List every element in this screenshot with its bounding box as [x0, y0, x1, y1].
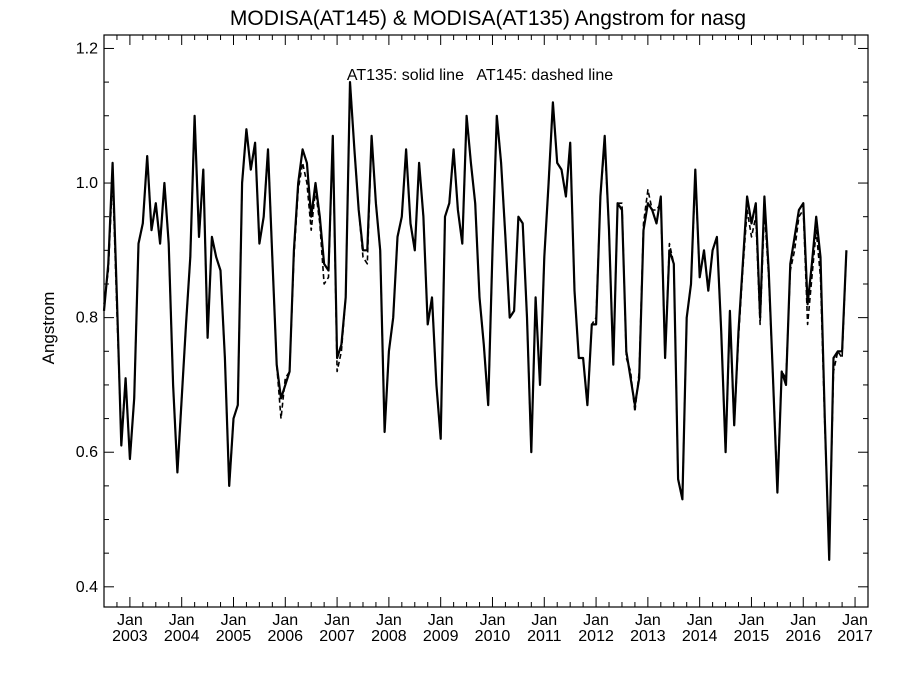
y-tick-label: 1.2 — [76, 40, 98, 57]
x-tick-month-label: Jan — [272, 612, 298, 629]
x-tick-year-label: 2013 — [630, 628, 666, 645]
series-line-at145 — [103, 81, 848, 555]
y-tick-label: 1.0 — [76, 175, 98, 192]
x-tick-month-label: Jan — [428, 612, 454, 629]
x-tick-month-label: Jan — [583, 612, 609, 629]
x-tick-month-label: Jan — [739, 612, 765, 629]
axes-group: 0.40.60.81.01.2Jan2003Jan2004Jan2005Jan2… — [76, 35, 873, 645]
series-line-at135 — [102, 80, 848, 562]
x-tick-year-label: 2015 — [734, 628, 770, 645]
x-tick-year-label: 2014 — [682, 628, 718, 645]
x-tick-month-label: Jan — [480, 612, 506, 629]
y-tick-label: 0.8 — [76, 310, 98, 327]
plot-frame — [103, 34, 869, 608]
x-tick-month-label: Jan — [324, 612, 350, 629]
x-tick-month-label: Jan — [635, 612, 661, 629]
x-tick-year-label: 2006 — [267, 628, 303, 645]
x-tick-month-label: Jan — [842, 612, 868, 629]
x-tick-year-label: 2011 — [527, 628, 562, 645]
x-tick-month-label: Jan — [687, 612, 713, 629]
chart-title: MODISA(AT145) & MODISA(AT135) Angstrom f… — [230, 7, 746, 30]
y-tick-label: 0.4 — [76, 579, 98, 596]
y-axis-label: Angstrom — [39, 292, 58, 365]
x-tick-month-label: Jan — [376, 612, 402, 629]
x-tick-year-label: 2003 — [112, 628, 148, 645]
x-tick-month-label: Jan — [169, 612, 195, 629]
x-tick-year-label: 2017 — [837, 628, 873, 645]
x-tick-month-label: Jan — [790, 612, 816, 629]
x-tick-month-label: Jan — [221, 612, 247, 629]
x-tick-year-label: 2005 — [216, 628, 252, 645]
x-tick-year-label: 2007 — [319, 628, 355, 645]
x-tick-year-label: 2016 — [785, 628, 821, 645]
x-tick-year-label: 2012 — [578, 628, 614, 645]
legend-annotation: AT135: solid line AT145: dashed line — [347, 67, 613, 84]
x-tick-month-label: Jan — [117, 612, 143, 629]
x-tick-year-label: 2010 — [475, 628, 511, 645]
x-tick-year-label: 2004 — [164, 628, 200, 645]
x-tick-year-label: 2008 — [371, 628, 407, 645]
series-group — [102, 80, 848, 562]
x-tick-month-label: Jan — [531, 612, 557, 629]
x-tick-year-label: 2009 — [423, 628, 459, 645]
y-tick-label: 0.6 — [76, 444, 98, 461]
